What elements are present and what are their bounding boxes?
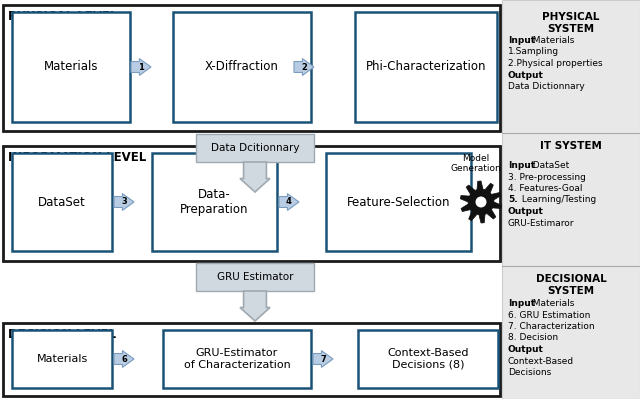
Bar	[3, 146, 500, 261]
Text: 6. GRU Estimation: 6. GRU Estimation	[508, 310, 590, 320]
Text: 6: 6	[121, 354, 127, 363]
Bar	[152, 153, 277, 251]
Text: DECISION LEVEL: DECISION LEVEL	[8, 328, 116, 341]
Bar	[12, 12, 130, 122]
Text: IT SYSTEM: IT SYSTEM	[540, 141, 602, 151]
Text: X-Diffraction: X-Diffraction	[205, 61, 279, 73]
Bar	[355, 12, 497, 122]
Polygon shape	[240, 291, 270, 321]
Text: DataSet: DataSet	[38, 196, 86, 209]
Bar	[163, 330, 311, 388]
Polygon shape	[279, 194, 299, 210]
Text: 4. Features-Goal: 4. Features-Goal	[508, 184, 582, 193]
Text: Feature-Selection: Feature-Selection	[347, 196, 451, 209]
Text: INFORMATION LEVEL: INFORMATION LEVEL	[8, 151, 147, 164]
Text: Materials: Materials	[44, 61, 99, 73]
Text: PHYSICAL
SYSTEM: PHYSICAL SYSTEM	[542, 12, 600, 34]
Bar	[358, 330, 498, 388]
Text: GRU-Estimator
of Characterization: GRU-Estimator of Characterization	[184, 348, 291, 370]
Text: 7: 7	[320, 354, 326, 363]
Polygon shape	[114, 194, 134, 210]
Text: 2.Physical properties: 2.Physical properties	[508, 59, 603, 68]
Text: 3. Pre-processing: 3. Pre-processing	[508, 172, 586, 182]
Bar	[196, 263, 314, 291]
Text: Learning/Testing: Learning/Testing	[519, 196, 596, 205]
Bar	[12, 330, 112, 388]
Text: Output: Output	[508, 71, 544, 79]
Text: Materials: Materials	[36, 354, 88, 364]
Polygon shape	[131, 59, 151, 75]
Text: Input: Input	[508, 299, 535, 308]
Text: Data Dictionnary: Data Dictionnary	[508, 82, 585, 91]
Bar	[173, 12, 311, 122]
Text: PHYSICAL LEVEL: PHYSICAL LEVEL	[8, 10, 117, 23]
Text: 5.: 5.	[508, 196, 518, 205]
Text: DECISIONAL
SYSTEM: DECISIONAL SYSTEM	[536, 274, 606, 296]
Text: Input: Input	[508, 36, 535, 45]
Text: 4: 4	[286, 198, 292, 207]
Bar	[12, 153, 112, 251]
Text: 1.Sampling: 1.Sampling	[508, 47, 559, 57]
Text: 8. Decision: 8. Decision	[508, 334, 558, 342]
Polygon shape	[240, 162, 270, 192]
Circle shape	[476, 196, 486, 207]
Text: Input: Input	[508, 161, 535, 170]
Text: GRU-Estimaror: GRU-Estimaror	[508, 219, 575, 227]
Text: Output: Output	[508, 345, 544, 354]
Text: : DataSet: : DataSet	[527, 161, 569, 170]
Text: Data-
Preparation: Data- Preparation	[180, 188, 249, 216]
Text: 5: 5	[480, 198, 486, 207]
Text: Data Dcitionnary: Data Dcitionnary	[211, 143, 300, 153]
Polygon shape	[114, 351, 134, 367]
Text: Phi-Characterization: Phi-Characterization	[365, 61, 486, 73]
Text: GRU Estimator: GRU Estimator	[217, 272, 293, 282]
Text: : Materials: : Materials	[527, 36, 574, 45]
Polygon shape	[460, 181, 502, 223]
Text: Output: Output	[508, 207, 544, 216]
Bar	[3, 323, 500, 396]
Text: : Materials: : Materials	[527, 299, 574, 308]
Bar	[196, 134, 314, 162]
Text: Model
Generation: Model Generation	[451, 154, 501, 174]
Polygon shape	[473, 194, 493, 210]
Text: Context-Based: Context-Based	[508, 356, 574, 365]
Polygon shape	[313, 351, 333, 367]
Text: 2: 2	[301, 63, 307, 71]
Text: Decisions: Decisions	[508, 368, 551, 377]
Text: 1: 1	[138, 63, 144, 71]
Text: Context-Based
Decisions (8): Context-Based Decisions (8)	[387, 348, 468, 370]
Bar	[502, 0, 640, 399]
Text: 3: 3	[121, 198, 127, 207]
Bar	[3, 5, 500, 131]
Polygon shape	[294, 59, 314, 75]
Text: 7. Characterization: 7. Characterization	[508, 322, 595, 331]
Bar	[326, 153, 471, 251]
